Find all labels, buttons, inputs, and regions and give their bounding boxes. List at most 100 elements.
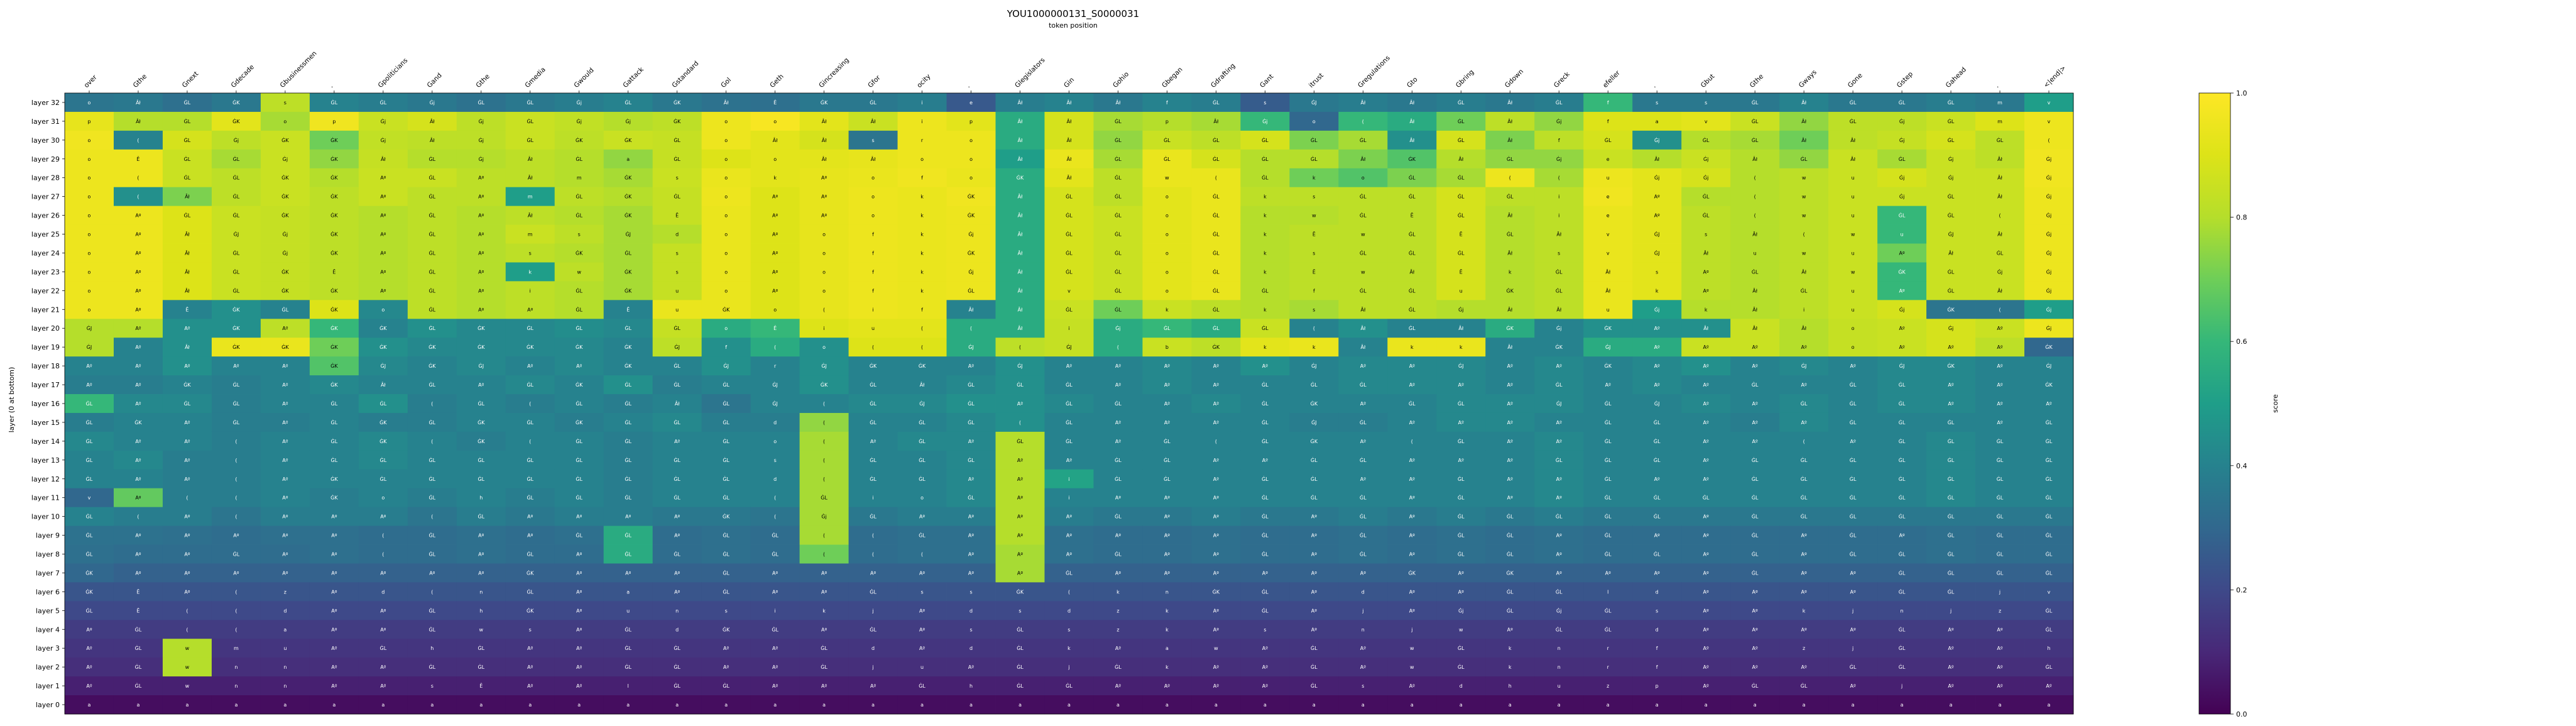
heatmap-cell [1289,111,1339,131]
heatmap-cell [1926,563,1976,583]
heatmap-cell [1730,93,1780,113]
cell-label: ĠL [1850,419,1857,426]
cell-label: ĠL [1850,476,1857,482]
cell-label: ĠL [1605,457,1612,463]
heatmap-cell [358,338,408,357]
heatmap-cell [652,206,702,225]
cell-label: Âł [1801,136,1806,143]
token-label: Gbring [1454,69,1475,89]
heatmap-cell [1289,281,1339,300]
cell-label: p [87,119,90,124]
cell-label: v [1067,288,1071,294]
cell-label: Ġj [283,156,288,162]
cell-label: Aº [2046,683,2051,689]
heatmap-cell [1926,450,1976,470]
cell-label: ĠL [1850,664,1857,670]
heatmap-cell [65,187,114,207]
layer-label: layer 6 [36,588,60,596]
cell-label: a [773,702,777,708]
heatmap-cell [407,601,457,620]
cell-label: ĠL [1311,382,1318,388]
cell-label: Âł [1752,287,1757,294]
cell-label: p [332,119,336,124]
cell-label: Âł [1067,118,1072,124]
cell-label: ĠL [2046,551,2053,558]
cell-label: ĠL [1262,588,1269,595]
heatmap-cell [309,319,359,338]
cell-label: ( [1117,344,1119,350]
cell-label: Aº [331,683,337,689]
layer-label: layer 13 [31,456,60,465]
heatmap-cell [407,412,457,432]
layer-label: layer 25 [31,231,60,239]
heatmap-cell [358,262,408,282]
cell-label: ĠL [1458,664,1465,670]
cell-label: o [88,213,91,219]
cell-label: a [969,702,973,708]
heatmap-cell [1142,582,1192,602]
cell-label: w [1802,175,1806,181]
heatmap-cell [1387,525,1437,545]
heatmap-cell [799,243,849,263]
cell-label: Âł [1507,136,1512,143]
cell-label: Ġj [1556,325,1561,331]
cell-label: a [88,702,91,708]
heatmap-cell [603,488,653,508]
cell-label: Aº [135,326,141,331]
heatmap-cell [652,544,702,564]
cell-label: Aº [1654,326,1660,331]
heatmap-cell [211,168,261,188]
cell-label: ĠL [1752,683,1759,689]
cell-label: Aº [723,664,729,670]
cell-label: ĠK [625,363,632,369]
cell-label: Âł [1948,249,1953,256]
heatmap-cell [1926,206,1976,225]
heatmap-cell [2024,507,2074,527]
heatmap-cell [505,243,555,263]
heatmap-cell [946,111,996,131]
heatmap-cell [1534,262,1584,282]
heatmap-cell [1289,450,1339,470]
cell-label: Aº [1458,420,1464,426]
heatmap-cell [897,525,947,545]
heatmap-cell [897,338,947,357]
cell-label: ĠL [576,476,582,482]
cell-label: j [1901,683,1902,689]
heatmap-cell [1044,111,1094,131]
heatmap-cell [456,657,506,677]
cell-label: Aº [1164,495,1170,501]
cell-label: ĠK [1898,268,1906,275]
cell-label: ĠL [1752,137,1759,143]
heatmap-cell [554,507,604,527]
heatmap-cell [1142,93,1192,113]
cell-label: i [530,288,531,294]
heatmap-cell [1044,601,1094,620]
heatmap-cell [946,130,996,150]
heatmap-cell [1289,356,1339,376]
cell-label: v [88,495,91,501]
cell-label: ĠL [1360,532,1367,539]
heatmap-cell [799,130,849,150]
cell-label: ( [823,533,825,539]
cell-label: ( [1362,119,1364,124]
heatmap-cell [505,639,555,658]
heatmap-cell [1387,488,1437,508]
heatmap-cell [1240,563,1290,583]
cell-label: Âł [1067,174,1072,181]
cell-label: Âł [1752,324,1757,331]
heatmap-cell [1534,657,1584,677]
heatmap-cell [113,450,163,470]
heatmap-cell [2024,601,2074,620]
heatmap-cell [1191,300,1241,319]
cell-label: s [529,627,532,632]
cell-label: a [234,702,237,708]
cell-label: Aº [1164,363,1170,369]
layer-label: layer 21 [31,305,60,314]
heatmap-cell [211,469,261,489]
cell-label: ĠL [723,457,729,463]
cell-label: ĠL [1262,438,1269,444]
heatmap-cell [1877,243,1927,263]
heatmap-cell [309,93,359,113]
heatmap-cell [848,262,898,282]
heatmap-cell [260,130,310,150]
